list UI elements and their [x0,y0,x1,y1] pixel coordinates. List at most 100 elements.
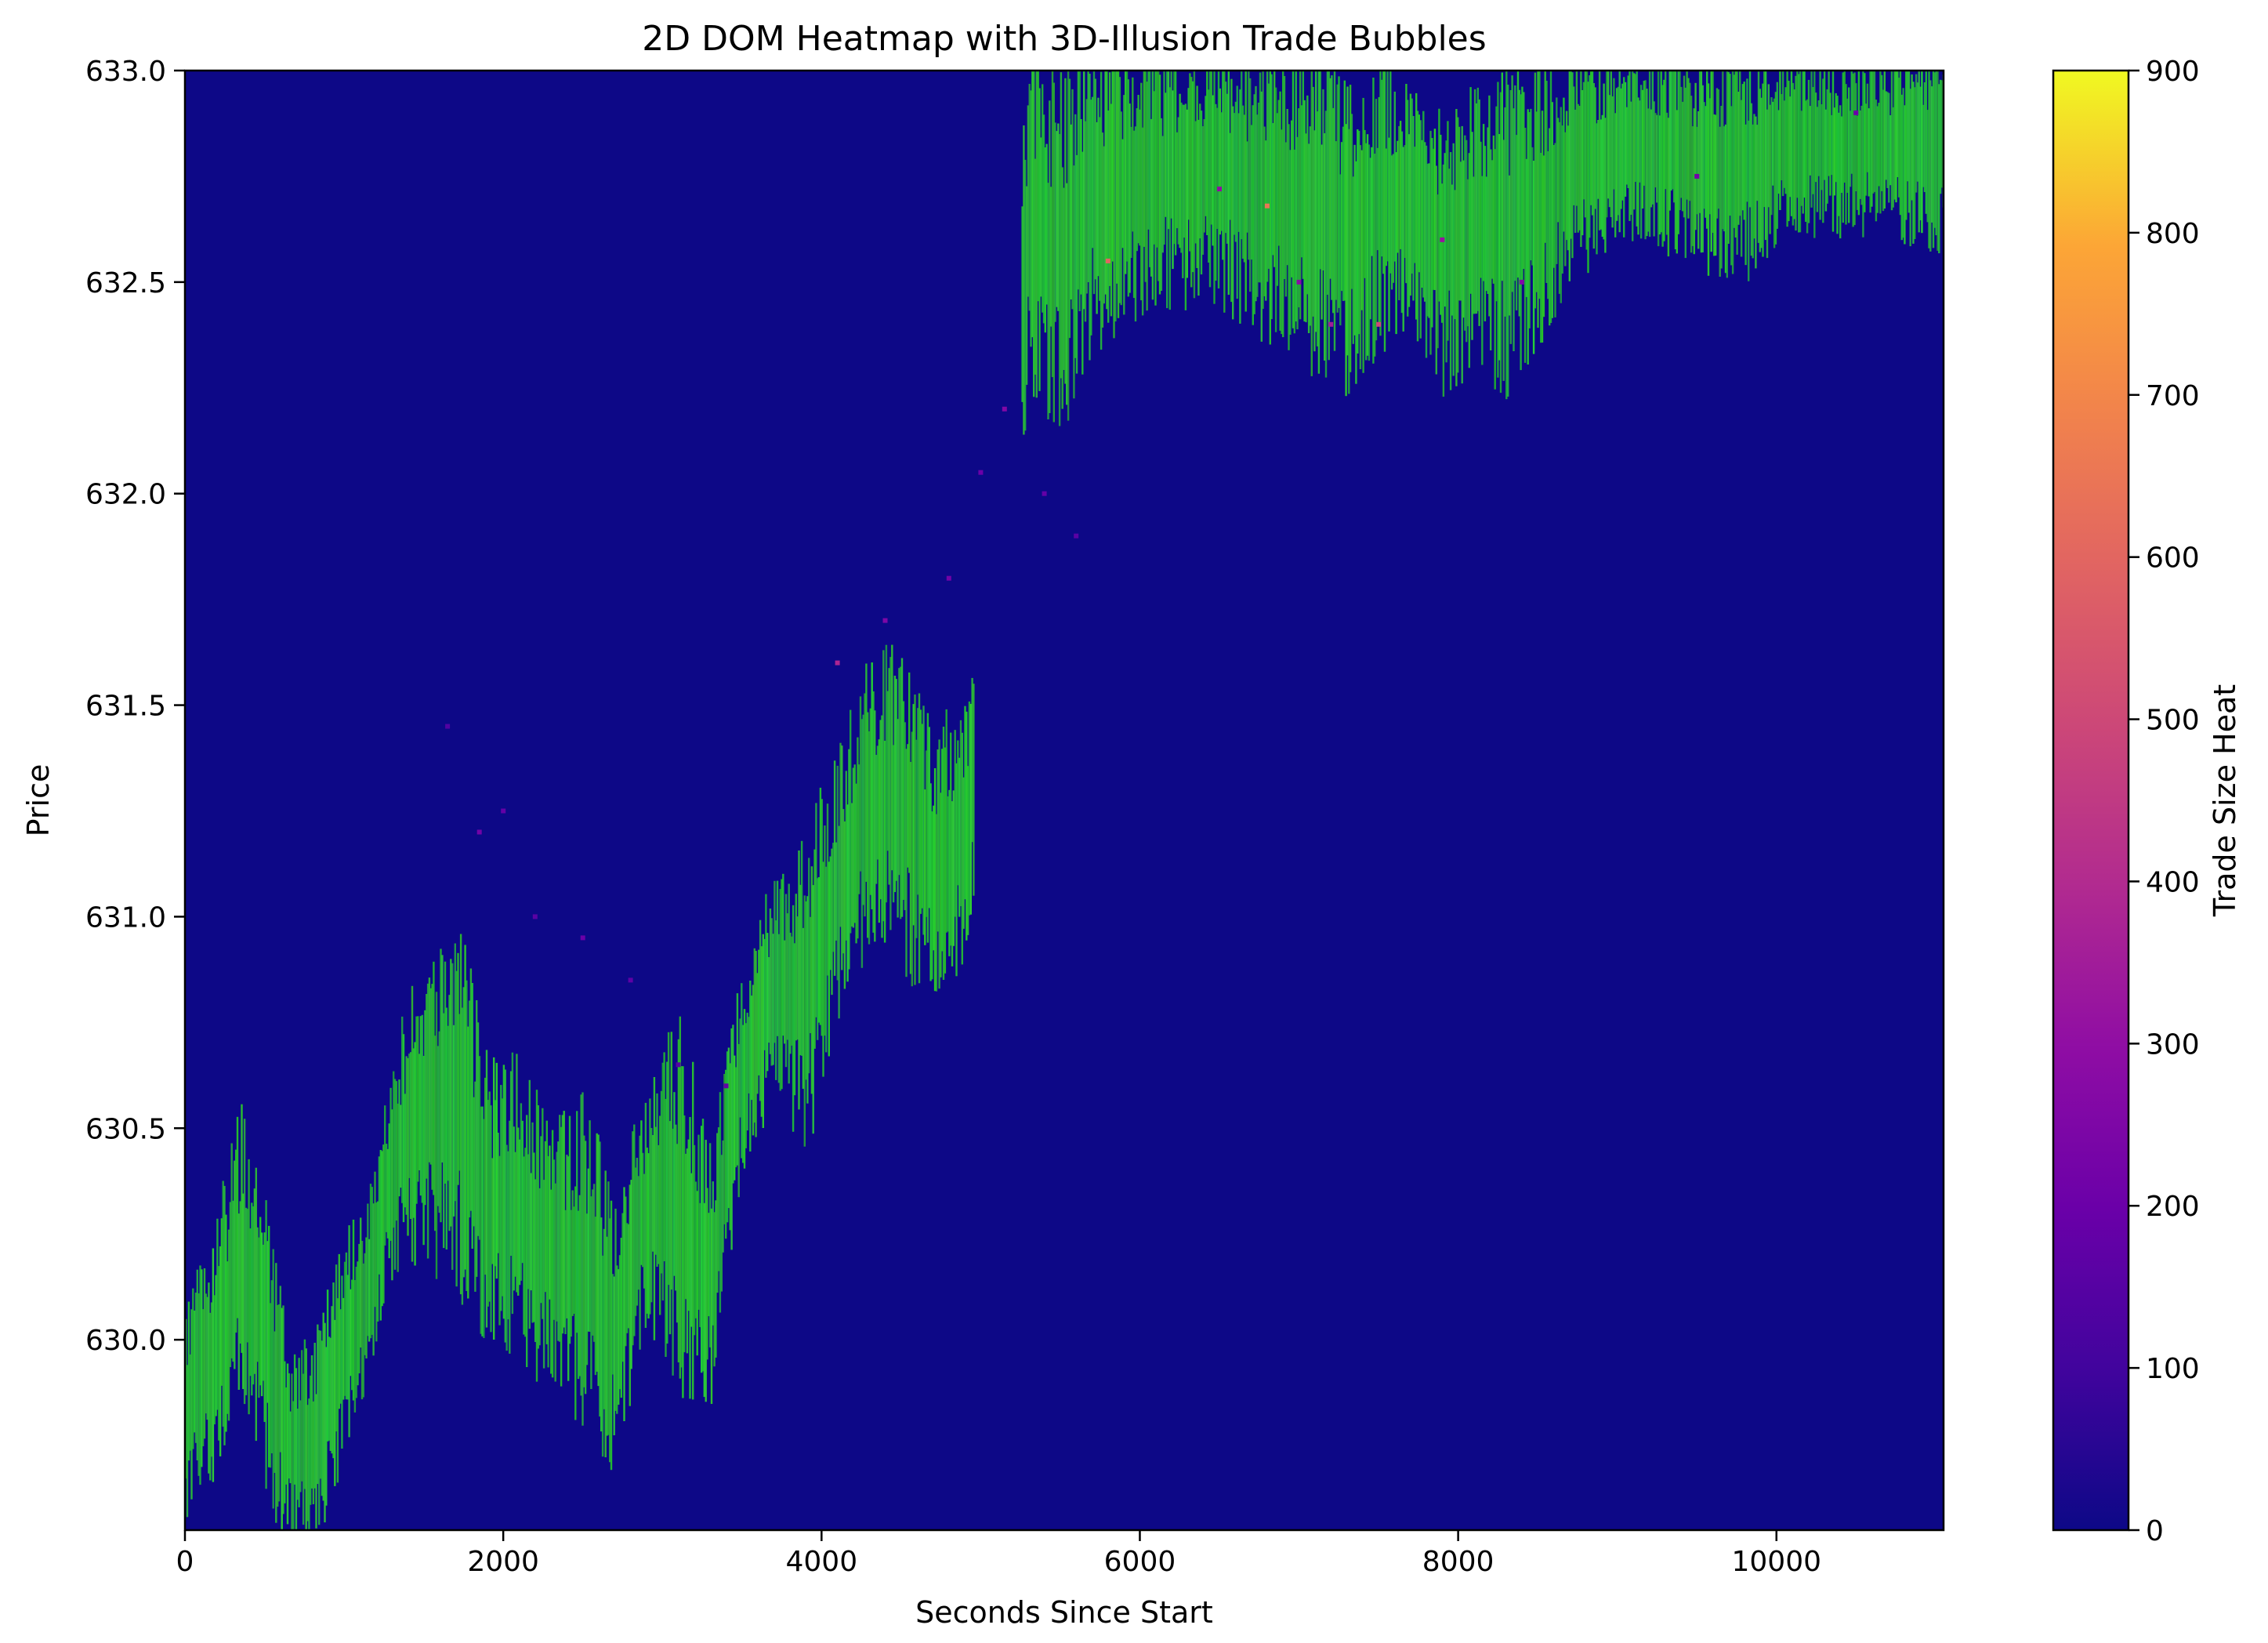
trade-bubble-bar [1521,86,1523,282]
trade-bubble-bar [1319,71,1321,270]
trade-bubble-bar [459,934,462,1295]
trade-bubble-bar [614,1208,617,1411]
trade-bubble-bar [845,771,847,941]
trade-bubble-bar [1324,111,1328,378]
trade-bubble-bar [1383,71,1386,352]
trade-bubble-bar [1399,121,1402,249]
trade-bubble-bar [1739,71,1741,216]
trade-bubble-bar [315,1394,317,1529]
trade-bubble-bar [941,749,944,952]
trade-bubble-bar [1872,71,1875,194]
trade-bubble-bar [1270,74,1273,320]
trade-bubble-bar [1444,153,1446,307]
trade-bubble-bar [241,1104,243,1353]
trade-bubble-bar [1697,111,1700,249]
x-tick-label: 8000 [1422,1546,1494,1578]
trade-bubble-bar [1335,141,1337,300]
trade-bubble-bar [474,1081,476,1292]
trade-bubble-bar [393,1079,397,1270]
trade-bubble-bar [253,1188,256,1374]
trade-bubble-bar [1385,148,1387,267]
trade-bubble-bar [1807,79,1810,223]
trade-heat-point [1217,187,1222,192]
trade-bubble-bar [954,730,956,917]
trade-bubble-bar [187,1301,190,1461]
trade-bubble-bar [404,1094,406,1208]
trade-bubble-bar [1028,84,1031,311]
trade-bubble-bar [649,1098,651,1315]
trade-bubble-bar [915,739,918,938]
trade-bubble-bar [557,1141,560,1341]
trade-bubble-bar [1168,87,1171,310]
trade-heat-point [628,977,633,983]
trade-bubble-bar [1760,97,1763,248]
trade-bubble-bar [1600,119,1603,230]
trade-bubble-bar [262,1244,265,1381]
trade-bubble-bar [502,1065,505,1319]
trade-bubble-bar [1296,136,1299,330]
trade-bubble-bar [395,1081,398,1221]
trade-bubble-bar [382,1144,385,1304]
trade-bubble-bar [1484,146,1487,321]
trade-bubble-bar [1895,71,1897,203]
trade-bubble-bar [720,1155,723,1292]
trade-bubble-bar [1440,134,1442,315]
trade-bubble-bar [1150,118,1153,277]
trade-bubble-bar [312,1401,315,1504]
trade-bubble-bar [429,988,432,1165]
trade-bubble-bar [1044,147,1046,333]
trade-bubble-bar [524,1148,527,1337]
trade-bubble-bar [1651,71,1654,205]
trade-bubble-bar [1646,89,1648,237]
trade-bubble-bar [405,1056,408,1215]
trade-bubble-bar [493,1057,495,1340]
trade-bubble-bar [1409,93,1412,296]
trade-bubble-bar [1405,84,1408,284]
trade-bubble-bar [386,1148,389,1239]
trade-bubble-bar [1100,71,1103,350]
trade-bubble-bar [1528,112,1531,328]
trade-bubble-bar [944,747,947,974]
trade-bubble-bar [350,1289,352,1376]
trade-bubble-bar [1415,92,1418,320]
trade-bubble-bar [625,1223,629,1333]
trade-bubble-bar [1447,121,1449,341]
trade-bubble-bar [928,727,930,909]
trade-bubble-bar [670,1032,672,1289]
trade-bubble-bar [1774,92,1777,245]
trade-bubble-bar [448,995,451,1231]
trade-bubble-bar [705,1140,707,1402]
trade-bubble-bar [833,760,836,976]
trade-bubble-bar [1262,71,1264,309]
trade-bubble-bar [310,1375,312,1505]
trade-bubble-bar [878,739,880,923]
trade-bubble-bar [1490,149,1492,350]
trade-bubble-bar [215,1275,217,1416]
trade-bubble-bar [480,1106,482,1334]
trade-bubble-bar [1031,71,1034,338]
trade-bubble-bar [1940,80,1944,188]
trade-bubble-bar [397,1103,399,1272]
trade-bubble-bar [1614,113,1617,238]
trade-bubble-bar [1340,142,1343,292]
trade-bubble-bar [226,1261,229,1414]
trade-bubble-bar [637,1176,639,1290]
trade-bubble-bar [1390,155,1393,290]
trade-bubble-bar [1753,114,1755,239]
trade-bubble-bar [1424,142,1426,302]
trade-bubble-bar [201,1269,203,1467]
trade-bubble-bar [1792,82,1795,226]
trade-bubble-bar [1250,125,1253,260]
trade-bubble-bar [933,768,937,992]
trade-bubble-bar [1110,103,1113,317]
trade-bubble-bar [438,1031,440,1213]
trade-bubble-bar [530,1173,532,1291]
trade-bubble-bar [675,1124,677,1291]
trade-bubble-bar [853,764,856,923]
trade-bubble-bar [1523,92,1525,270]
trade-bubble-bar [1552,145,1555,268]
trade-bubble-bar [846,804,849,982]
trade-bubble-bar [234,1160,236,1369]
trade-bubble-bar [235,1149,237,1333]
